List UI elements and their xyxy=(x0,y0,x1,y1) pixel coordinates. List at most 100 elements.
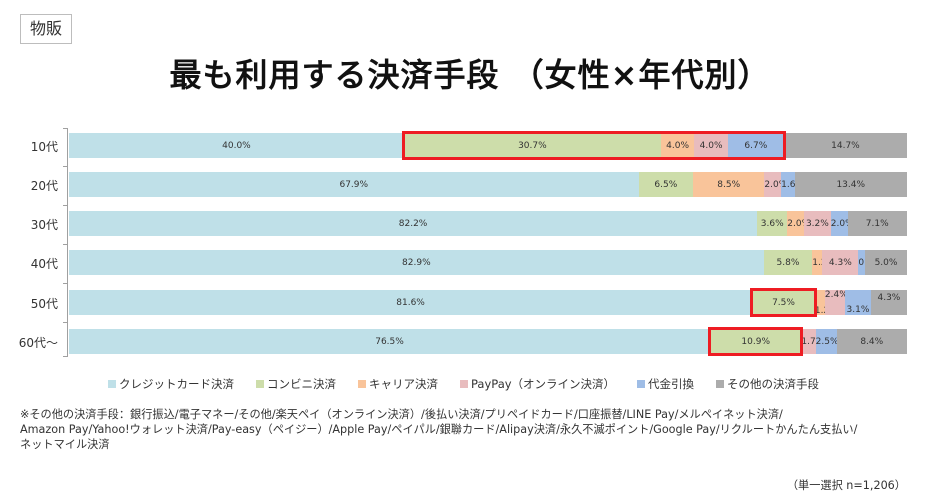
data-label: 4.0% xyxy=(666,140,690,151)
data-label: 8.4% xyxy=(860,336,884,347)
legend-swatch-icon xyxy=(637,380,646,388)
bar-segment-credit: 76.5% xyxy=(69,329,711,354)
data-label: 81.6% xyxy=(396,297,425,308)
data-label: 14.7% xyxy=(831,140,860,151)
footnote-line-2: Amazon Pay/Yahoo!ウォレット決済/Pay-easy（ペイジー）/… xyxy=(20,423,858,436)
data-label: 0.8% xyxy=(858,258,881,268)
legend-item-credit: クレジットカード決済 xyxy=(108,376,234,392)
bar-segment-carrier: 4.0% xyxy=(660,133,695,158)
legend-label: その他の決済手段 xyxy=(727,377,820,391)
data-label: 8.5% xyxy=(717,179,741,190)
bar-segment-other: 13.4% xyxy=(794,172,907,197)
bar-segment-other: 4.3% xyxy=(870,290,907,315)
highlight-box xyxy=(750,288,817,317)
y-axis-tick xyxy=(63,356,68,357)
bar-segment-credit: 82.2% xyxy=(69,211,758,236)
bar-segment-conbini: 10.9% xyxy=(710,329,802,354)
bar-segment-other: 14.7% xyxy=(783,133,907,158)
y-axis-label: 10代 xyxy=(30,140,58,154)
data-label: 2.0% xyxy=(787,218,811,229)
legend-swatch-icon xyxy=(358,380,366,388)
data-label: 3.1% xyxy=(846,305,870,315)
chart-legend: クレジットカード決済 コンビニ決済 キャリア決済 PayPay（オンライン決済） 代金引… xyxy=(108,376,819,392)
data-label: 7.5% xyxy=(772,297,795,308)
bar-row: 81.6%7.5%1.2%2.4%3.1%4.3% xyxy=(69,290,907,316)
data-label: 4.0% xyxy=(699,140,723,151)
highlight-box xyxy=(401,131,786,160)
data-label: 67.9% xyxy=(339,179,369,190)
bar-segment-cod: 0.8% xyxy=(858,250,881,275)
data-label: 40.0% xyxy=(222,140,251,151)
legend-item-cod: 代金引換 xyxy=(637,376,694,392)
data-label: 6.5% xyxy=(654,179,678,190)
bar-segment-carrier: 2.0% xyxy=(787,211,811,236)
data-label: 2.0% xyxy=(830,218,854,229)
bar-segment-credit: 81.6% xyxy=(69,290,753,315)
bar-segment-carrier: 8.5% xyxy=(693,172,765,197)
legend-item-other: その他の決済手段 xyxy=(716,376,819,392)
bar-segment-credit: 82.9% xyxy=(69,250,764,275)
bar-segment-other: 5.0% xyxy=(865,250,907,275)
legend-label: キャリア決済 xyxy=(369,377,438,391)
bar-segment-paypay: 1.7% xyxy=(801,329,825,354)
y-axis-tick xyxy=(63,205,68,206)
data-label: 7.1% xyxy=(865,218,889,229)
bar-segment-cod: 2.5% xyxy=(815,329,839,354)
chart-title: 最も利用する決済手段 （女性×年代別） xyxy=(169,56,771,94)
y-axis-tick xyxy=(63,244,68,245)
legend-item-conbini: コンビニ決済 xyxy=(256,376,336,392)
bar-segment-paypay: 4.0% xyxy=(694,133,728,158)
bar-segment-paypay: 3.2% xyxy=(804,211,831,236)
legend-swatch-icon xyxy=(716,380,725,388)
y-axis-tick xyxy=(63,283,68,284)
bar-row: 67.9% 6.5% 8.5% 2.0% 1.6% 13.4% xyxy=(69,172,907,197)
legend-label: PayPay（オンライン決済） xyxy=(471,377,616,391)
bar-row: 40.0% 30.7% 4.0% 4.0% 6.7% 14.7% xyxy=(69,133,907,158)
data-label: 2.5% xyxy=(815,336,839,347)
data-label: 5.0% xyxy=(874,257,898,268)
legend-swatch-icon xyxy=(460,380,468,388)
data-label: 5.8% xyxy=(776,257,800,268)
bar-segment-cod: 1.6% xyxy=(781,172,804,197)
data-label: 1.7% xyxy=(801,336,825,347)
bar-segment-credit: 67.9% xyxy=(69,172,639,197)
bar-row: 82.9% 5.8% 1.2%4.3% 0.8%5.0% xyxy=(69,250,907,275)
data-label: 13.4% xyxy=(836,179,866,190)
bar-segment-paypay: 4.3% xyxy=(822,250,859,275)
footnote-line-1: ※その他の決済手段：銀行振込/電子マネー/その他/楽天ペイ（オンライン決済）/後… xyxy=(20,408,783,421)
sample-size-note: （単一選択 n=1,206） xyxy=(786,479,906,492)
data-label: 10.9% xyxy=(741,336,771,347)
legend-item-carrier: キャリア決済 xyxy=(358,376,438,392)
bar-row: 82.2% 3.6% 2.0% 3.2% 2.0% 7.1% xyxy=(69,211,907,236)
bar-segment-cod: 2.0% xyxy=(830,211,854,236)
legend-swatch-icon xyxy=(108,380,116,388)
bar-segment-conbini: 5.8% xyxy=(763,250,813,275)
bar-segment-cod: 6.7% xyxy=(727,133,784,158)
bar-segment-other: 7.1% xyxy=(847,211,907,236)
bar-segment-conbini: 30.7% xyxy=(403,133,661,158)
bar-segment-conbini: 3.6% xyxy=(757,211,788,236)
bar-segment-carrier: 1.2% xyxy=(812,250,835,275)
legend-label: クレジットカード決済 xyxy=(119,377,234,391)
data-label: 3.6% xyxy=(760,218,784,229)
y-axis-label: 50代 xyxy=(30,297,58,311)
y-axis-label: 20代 xyxy=(30,179,58,193)
bar-segment-cod: 3.1% xyxy=(845,290,871,315)
data-label: 4.3% xyxy=(828,257,852,268)
y-axis-tick xyxy=(63,322,68,323)
data-label: 2.0% xyxy=(764,179,788,190)
bar-segment-paypay: 2.0% xyxy=(764,172,788,197)
data-label: 30.7% xyxy=(518,140,547,151)
data-label: 82.2% xyxy=(398,218,428,229)
bar-segment-conbini: 6.5% xyxy=(638,172,694,197)
highlight-box xyxy=(708,327,804,356)
bar-row: 76.5% 10.9% 1.7% 2.5% 8.4% xyxy=(69,329,907,354)
y-axis-tick xyxy=(63,166,68,167)
data-label: 4.3% xyxy=(877,292,901,303)
y-axis-line xyxy=(67,128,68,356)
y-axis-label: 40代 xyxy=(30,257,58,271)
legend-swatch-icon xyxy=(256,380,264,388)
legend-label: コンビニ決済 xyxy=(267,377,336,391)
legend-item-paypay: PayPay（オンライン決済） xyxy=(460,376,615,392)
data-label: 82.9% xyxy=(402,257,431,268)
